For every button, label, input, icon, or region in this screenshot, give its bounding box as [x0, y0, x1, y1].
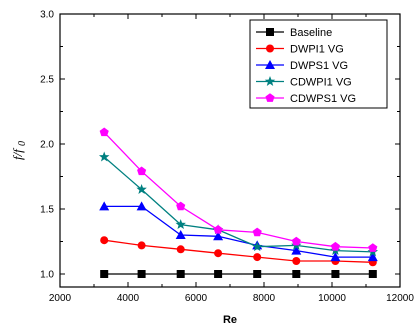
- data-point: [252, 227, 262, 237]
- legend-marker: [265, 93, 275, 102]
- data-point: [368, 243, 378, 252]
- data-point: [176, 270, 185, 278]
- y-tick-label: 3.0: [40, 10, 54, 21]
- legend-item: Baseline: [256, 27, 332, 39]
- legend: Baseline DWPI1 VG DWPS1 VG CDWPI1 VG CDWPS1 …: [249, 19, 388, 109]
- legend-label: Baseline: [290, 27, 332, 39]
- data-point: [292, 270, 301, 278]
- legend-marker: [266, 44, 274, 53]
- data-point: [330, 252, 341, 262]
- legend-label: CDWPS1 VG: [290, 93, 356, 105]
- legend-item: DWPI1 VG: [256, 44, 344, 56]
- data-point: [253, 270, 262, 278]
- data-point: [367, 252, 378, 262]
- legend-marker: [265, 60, 275, 69]
- legend-item: CDWPI1 VG: [256, 76, 352, 89]
- data-point: [99, 201, 110, 211]
- data-point: [291, 245, 302, 255]
- legend-label: CDWPI1 VG: [290, 77, 352, 89]
- legend-item: DWPS1 VG: [256, 60, 348, 72]
- series-line: [104, 239, 373, 263]
- data-point: [136, 184, 147, 194]
- series-line: [103, 156, 373, 253]
- x-tick-label: 2000: [49, 293, 72, 304]
- y-axis-title-subscript: 0: [17, 141, 28, 146]
- y-tick-label: 2.0: [40, 140, 54, 151]
- x-tick-label: 8000: [253, 293, 276, 304]
- y-axis-title-main: f/f: [10, 147, 25, 160]
- data-point: [291, 236, 301, 246]
- data-point: [99, 127, 109, 137]
- x-tick-label: 4000: [117, 293, 140, 304]
- y-axis-title: f/f 0: [10, 141, 28, 160]
- data-point: [137, 166, 147, 176]
- series-line: [104, 205, 373, 258]
- y-tick-label: 1.0: [40, 270, 54, 281]
- data-point: [292, 257, 301, 265]
- data-point: [100, 270, 109, 278]
- series-1: [100, 236, 377, 267]
- data-point: [176, 201, 186, 211]
- data-point: [100, 236, 109, 245]
- legend-marker: [266, 28, 274, 36]
- legend-marker: [264, 76, 276, 86]
- x-axis-title: Re: [223, 314, 237, 326]
- data-point: [176, 245, 185, 254]
- data-point: [214, 249, 223, 258]
- series-layer: [98, 127, 379, 278]
- data-point: [98, 151, 110, 162]
- series-line: [103, 131, 373, 249]
- data-point: [137, 270, 146, 278]
- y-tick-label: 1.5: [40, 205, 54, 216]
- series-4: [99, 127, 378, 252]
- data-point: [368, 270, 377, 278]
- data-point: [251, 241, 263, 252]
- axis-ticks: 2000 4000 6000 8000 10000 12000 1.0 1.5 2.0 2.5 3.…: [40, 10, 414, 305]
- y-tick-label: 2.5: [40, 75, 54, 86]
- x-tick-label: 10000: [318, 293, 346, 304]
- data-point: [253, 253, 262, 262]
- series-2: [99, 201, 378, 262]
- data-point: [213, 231, 224, 241]
- data-point: [175, 230, 186, 239]
- x-tick-label: 12000: [386, 293, 414, 304]
- x-tick-label: 6000: [185, 293, 208, 304]
- data-point: [330, 241, 340, 251]
- data-point: [175, 219, 186, 230]
- legend-label: DWPS1 VG: [290, 60, 348, 72]
- legend-label: DWPI1 VG: [290, 44, 344, 56]
- legend-item: CDWPS1 VG: [256, 93, 356, 105]
- data-point: [214, 270, 223, 278]
- series-0: [100, 270, 377, 278]
- data-point: [213, 225, 223, 234]
- data-point: [136, 201, 147, 211]
- data-point: [137, 241, 146, 250]
- data-point: [331, 270, 340, 278]
